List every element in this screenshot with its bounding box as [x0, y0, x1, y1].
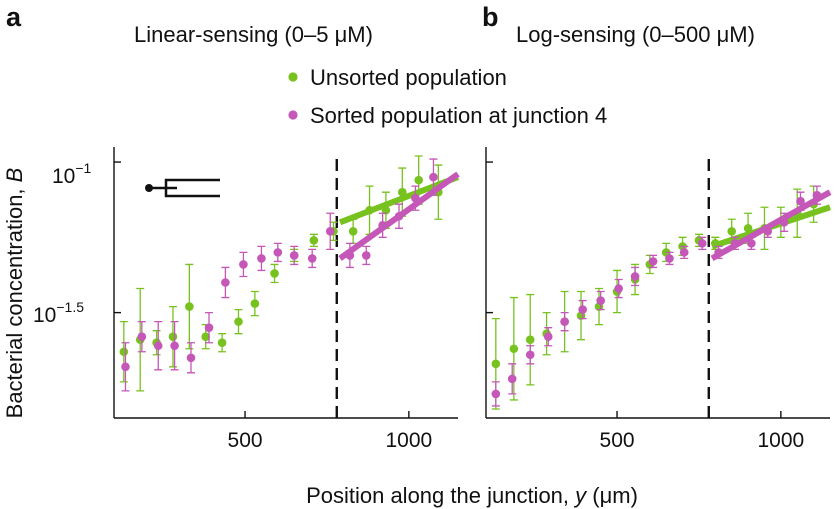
- panel-b-sorted-point: [779, 217, 789, 227]
- panel-a-xtick-label: 500: [228, 429, 263, 452]
- panel-b-sorted-point: [491, 389, 501, 399]
- panel-b-sorted-fit-line: [710, 189, 832, 262]
- panel-a-letter: a: [6, 2, 22, 32]
- panel-b-sorted-point: [714, 248, 723, 257]
- panel-b-sorted-point: [525, 350, 535, 360]
- panel-b-sorted-point: [578, 305, 587, 314]
- x-axis-label-var: y: [573, 483, 588, 508]
- legend-label-sorted: Sorted population at junction 4: [310, 103, 607, 128]
- panel-a-unsorted-point: [270, 269, 279, 278]
- panel-b-unsorted-point: [525, 335, 535, 345]
- panel-b-sorted-point: [614, 284, 623, 293]
- panel-a-unsorted-point: [381, 205, 391, 215]
- junction-icon: [145, 178, 220, 198]
- x-axis-label: Position along the junction, y (μm): [306, 483, 638, 508]
- panel-a-plot: 500 1000: [113, 147, 460, 452]
- panel-a-unsorted-point: [119, 347, 129, 357]
- panel-b-sorted-point: [596, 296, 605, 305]
- panel-b-sorted-point: [796, 196, 805, 206]
- ytick-bottom-base: 10: [33, 304, 56, 327]
- panel-a-sorted-point: [394, 211, 404, 221]
- panel-b-unsorted-point: [727, 227, 737, 236]
- panel-b-xtick-label: 500: [600, 429, 635, 452]
- panel-a-sorted-point: [345, 251, 355, 260]
- panel-a-unsorted-point: [309, 236, 319, 245]
- panel-b-sorted-point: [648, 257, 658, 266]
- panel-a-sorted-point: [170, 341, 179, 351]
- x-axis-label-unit: (μm): [586, 483, 638, 508]
- panel-a-sorted-point: [273, 248, 283, 257]
- ytick-top-base: 10: [52, 165, 75, 188]
- panel-b-plot: 500 1000: [485, 147, 832, 452]
- panel-b-sorted-point: [560, 317, 569, 326]
- panel-b-sorted-point: [679, 248, 689, 257]
- panel-a-sorted-point: [429, 172, 438, 182]
- panel-b-sorted-point: [665, 254, 674, 263]
- panel-a-sorted-point: [289, 251, 299, 260]
- panel-a-unsorted-point: [348, 227, 358, 236]
- panel-a-unsorted-point: [365, 205, 374, 215]
- panel-a-sorted-point: [186, 353, 196, 363]
- panel-a-sorted-point: [204, 323, 214, 332]
- panel-a-sorted-point: [378, 220, 387, 230]
- panel-b-sorted-point: [747, 239, 756, 248]
- y-axis-label: Bacterial concentration, B: [2, 168, 27, 419]
- panel-a-unsorted-point: [185, 302, 194, 311]
- legend-label-unsorted: Unsorted population: [310, 65, 507, 90]
- panel-a-sorted-point: [153, 341, 163, 351]
- y-axis-label-main: Bacterial concentration,: [2, 182, 27, 418]
- panel-a-unsorted-point: [217, 338, 227, 348]
- panel-b-sorted-point: [697, 239, 707, 248]
- panel-b-sorted-point: [812, 190, 822, 200]
- legend-marker-sorted: [288, 110, 298, 120]
- panel-a-xtick-label: 1000: [385, 429, 432, 452]
- legend: Unsorted population Sorted population at…: [288, 65, 607, 128]
- panel-b-unsorted-point: [711, 239, 720, 248]
- ytick-bottom-exp: −1.5: [56, 299, 84, 315]
- panel-b-sorted-point: [763, 227, 773, 236]
- panel-a-sorted-point: [239, 260, 248, 269]
- legend-marker-unsorted: [288, 72, 298, 82]
- x-axis-label-main: Position along the junction,: [306, 483, 575, 508]
- panel-b-unsorted-point: [509, 344, 519, 354]
- panel-b-unsorted-point: [743, 224, 753, 233]
- panel-a-sorted-point: [325, 227, 335, 236]
- panel-a-sorted-point: [121, 362, 130, 372]
- ytick-top-exp: −1: [75, 160, 91, 176]
- panel-a-sorted-point: [137, 332, 147, 342]
- panel-b-sorted-point: [730, 239, 740, 248]
- panel-a-unsorted-point: [168, 332, 178, 342]
- ytick-label-bottom: 10−1.5: [33, 299, 84, 327]
- panel-a-sorted-point: [221, 278, 230, 287]
- panel-b-unsorted-point: [491, 359, 501, 369]
- panel-a-sorted-point: [361, 251, 371, 260]
- y-axis-label-var: B: [2, 168, 27, 183]
- panel-a-unsorted-point: [398, 187, 407, 197]
- panel-a-unsorted-point: [414, 175, 423, 185]
- panel-b-letter: b: [482, 2, 499, 32]
- panel-a-unsorted-point: [234, 317, 243, 326]
- panel-a-title: Linear-sensing (0–5 μM): [134, 22, 373, 47]
- ytick-label-top: 10−1: [52, 160, 92, 188]
- panel-a-unsorted-point: [250, 299, 260, 308]
- panel-a-sorted-point: [307, 254, 317, 263]
- junction-icon-fork: [164, 178, 220, 198]
- panel-b-sorted-point: [630, 272, 640, 281]
- panel-a-unsorted-point: [201, 332, 211, 342]
- panel-a-sorted-point: [257, 254, 266, 263]
- panel-b-sorted-point: [543, 332, 553, 342]
- panel-b-xtick-label: 1000: [757, 429, 804, 452]
- panel-b-title: Log-sensing (0–500 μM): [516, 22, 755, 47]
- panel-b-sorted-point: [507, 374, 517, 384]
- panel-a-sorted-point: [411, 193, 420, 203]
